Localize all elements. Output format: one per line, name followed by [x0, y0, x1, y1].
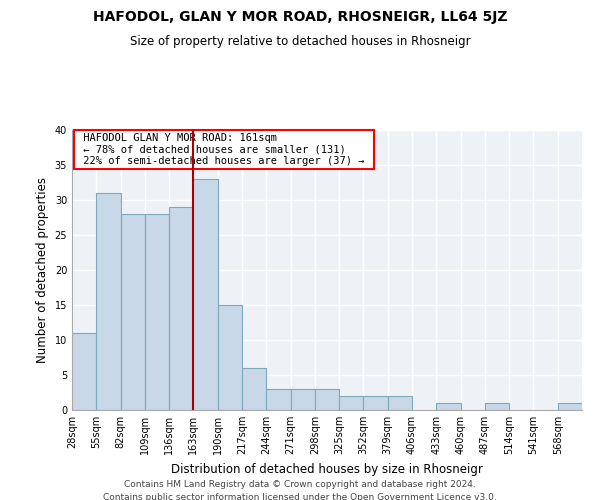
- Bar: [121, 214, 145, 410]
- Bar: [242, 368, 266, 410]
- Text: HAFODOL, GLAN Y MOR ROAD, RHOSNEIGR, LL64 5JZ: HAFODOL, GLAN Y MOR ROAD, RHOSNEIGR, LL6…: [93, 10, 507, 24]
- Bar: [290, 389, 315, 410]
- Bar: [558, 403, 582, 410]
- Bar: [315, 389, 339, 410]
- Bar: [436, 403, 461, 410]
- Bar: [169, 207, 193, 410]
- Bar: [266, 389, 290, 410]
- Bar: [339, 396, 364, 410]
- Y-axis label: Number of detached properties: Number of detached properties: [36, 177, 49, 363]
- Text: Size of property relative to detached houses in Rhosneigr: Size of property relative to detached ho…: [130, 35, 470, 48]
- Bar: [485, 403, 509, 410]
- Bar: [145, 214, 169, 410]
- Text: Contains HM Land Registry data © Crown copyright and database right 2024.: Contains HM Land Registry data © Crown c…: [124, 480, 476, 489]
- X-axis label: Distribution of detached houses by size in Rhosneigr: Distribution of detached houses by size …: [171, 462, 483, 475]
- Bar: [193, 179, 218, 410]
- Bar: [72, 333, 96, 410]
- Text: Contains public sector information licensed under the Open Government Licence v3: Contains public sector information licen…: [103, 492, 497, 500]
- Bar: [96, 193, 121, 410]
- Bar: [388, 396, 412, 410]
- Text: HAFODOL GLAN Y MOR ROAD: 161sqm
 ← 78% of detached houses are smaller (131)
 22%: HAFODOL GLAN Y MOR ROAD: 161sqm ← 78% of…: [77, 133, 371, 166]
- Bar: [364, 396, 388, 410]
- Bar: [218, 305, 242, 410]
